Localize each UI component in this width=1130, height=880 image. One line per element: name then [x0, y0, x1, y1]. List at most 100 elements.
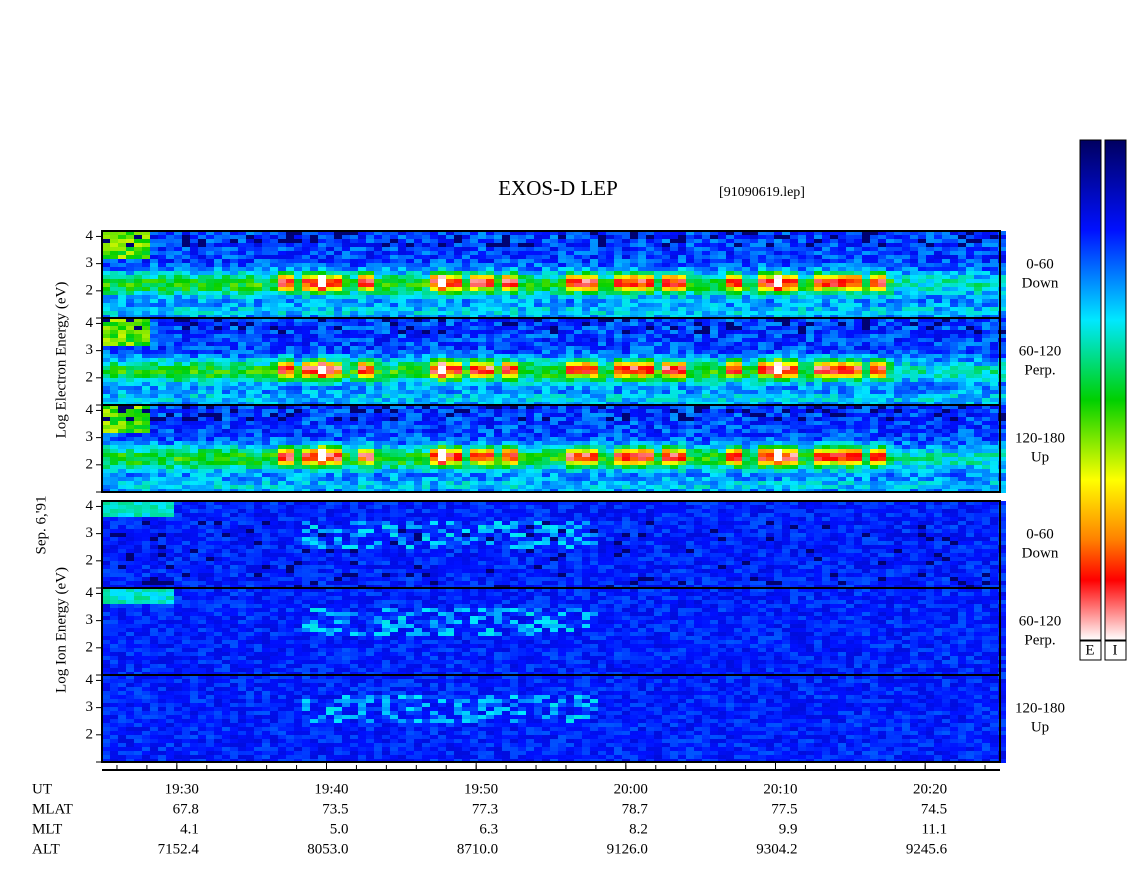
- spectrogram-cell: [926, 342, 934, 346]
- spectrogram-cell: [886, 370, 894, 374]
- spectrogram-cell: [534, 291, 542, 295]
- spectrogram-cell: [766, 390, 774, 394]
- spectrogram-cell: [494, 390, 502, 394]
- spectrogram-cell: [230, 275, 238, 279]
- spectrogram-cell: [190, 243, 198, 247]
- spectrogram-cell: [502, 322, 510, 326]
- spectrogram-cell: [830, 251, 838, 255]
- spectrogram-cell: [190, 283, 198, 287]
- spectrogram-cell: [910, 279, 918, 283]
- spectrogram-cell: [494, 366, 502, 370]
- spectrogram-cell: [894, 279, 902, 283]
- spectrogram-cell: [478, 279, 486, 283]
- spectrogram-cell: [358, 259, 366, 263]
- spectrogram-cell: [910, 287, 918, 291]
- spectrogram-cell: [982, 311, 990, 315]
- spectrogram-cell: [382, 311, 390, 315]
- spectrogram-cell: [702, 354, 710, 358]
- spectrogram-cell: [822, 354, 830, 358]
- spectrogram-cell: [462, 326, 470, 330]
- spectrogram-cell: [686, 358, 694, 362]
- spectrogram-cell: [486, 378, 494, 382]
- spectrogram-cell: [862, 342, 870, 346]
- spectrogram-cell: [590, 275, 598, 279]
- spectrogram-cell: [934, 255, 942, 259]
- spectrogram-cell: [678, 398, 686, 402]
- spectrogram-cell: [966, 366, 974, 370]
- spectrogram-cell: [230, 338, 238, 342]
- spectrogram-cell: [502, 311, 510, 315]
- spectrogram-cell: [958, 287, 966, 291]
- spectrogram-cell: [862, 326, 870, 330]
- spectrogram-cell: [350, 303, 358, 307]
- spectrogram-cell: [478, 398, 486, 402]
- spectrogram-cell: [790, 275, 798, 279]
- spectrogram-cell: [206, 326, 214, 330]
- spectrogram-cell: [758, 326, 766, 330]
- spectrogram-cell: [406, 394, 414, 398]
- spectrogram-cell: [638, 247, 646, 251]
- spectrogram-cell: [134, 334, 142, 338]
- spectrogram-cell: [638, 330, 646, 334]
- spectrogram-cell: [294, 330, 302, 334]
- spectrogram-cell: [310, 322, 318, 326]
- spectrogram-cell: [214, 243, 222, 247]
- spectrogram-cell: [174, 307, 182, 311]
- spectrogram-cell: [926, 279, 934, 283]
- spectrogram-cell: [382, 354, 390, 358]
- spectrogram-cell: [310, 358, 318, 362]
- spectrogram-cell: [478, 235, 486, 239]
- spectrogram-cell: [134, 394, 142, 398]
- spectrogram-cell: [606, 299, 614, 303]
- spectrogram-cell: [166, 243, 174, 247]
- spectrogram-cell: [286, 235, 294, 239]
- spectrogram-cell: [358, 283, 366, 287]
- spectrogram-cell: [526, 350, 534, 354]
- spectrogram-cell: [518, 342, 526, 346]
- spectrogram-cell: [606, 235, 614, 239]
- spectrogram-cell: [774, 390, 782, 394]
- spectrogram-cell: [662, 370, 670, 374]
- spectrogram-cell: [742, 263, 750, 267]
- spectrogram-cell: [550, 243, 558, 247]
- spectrogram-cell: [518, 259, 526, 263]
- spectrogram-cell: [502, 346, 510, 350]
- spectrogram-cell: [134, 251, 142, 255]
- spectrogram-cell: [862, 322, 870, 326]
- spectrogram-cell: [470, 251, 478, 255]
- spectrogram-cell: [814, 358, 822, 362]
- spectrogram-cell: [174, 255, 182, 259]
- spectrogram-cell: [462, 346, 470, 350]
- spectrogram-cell: [614, 374, 622, 378]
- spectrogram-cell: [862, 291, 870, 295]
- spectrogram-cell: [462, 275, 470, 279]
- spectrogram-cell: [502, 398, 510, 402]
- spectrogram-cell: [166, 307, 174, 311]
- spectrogram-cell: [598, 311, 606, 315]
- spectrogram-cell: [342, 239, 350, 243]
- spectrogram-cell: [558, 291, 566, 295]
- spectrogram-cell: [270, 358, 278, 362]
- spectrogram-cell: [374, 334, 382, 338]
- spectrogram-cell: [718, 275, 726, 279]
- spectrogram-cell: [350, 311, 358, 315]
- spectrogram-cell: [566, 322, 574, 326]
- spectrogram-cell: [254, 255, 262, 259]
- spectrogram-cell: [726, 239, 734, 243]
- spectrogram-cell: [950, 382, 958, 386]
- spectrogram-cell: [462, 283, 470, 287]
- spectrogram-cell: [694, 366, 702, 370]
- spectrogram-cell: [878, 370, 886, 374]
- spectrogram-cell: [270, 243, 278, 247]
- spectrogram-cell: [534, 326, 542, 330]
- spectrogram-cell: [486, 326, 494, 330]
- spectrogram-cell: [966, 386, 974, 390]
- spectrogram-cell: [694, 247, 702, 251]
- spectrogram-cell: [238, 382, 246, 386]
- spectrogram-cell: [686, 307, 694, 311]
- spectrogram-cell: [534, 251, 542, 255]
- spectrogram-cell: [478, 287, 486, 291]
- spectrogram-cell: [934, 287, 942, 291]
- spectrogram-cell: [950, 247, 958, 251]
- spectrogram-cell: [206, 303, 214, 307]
